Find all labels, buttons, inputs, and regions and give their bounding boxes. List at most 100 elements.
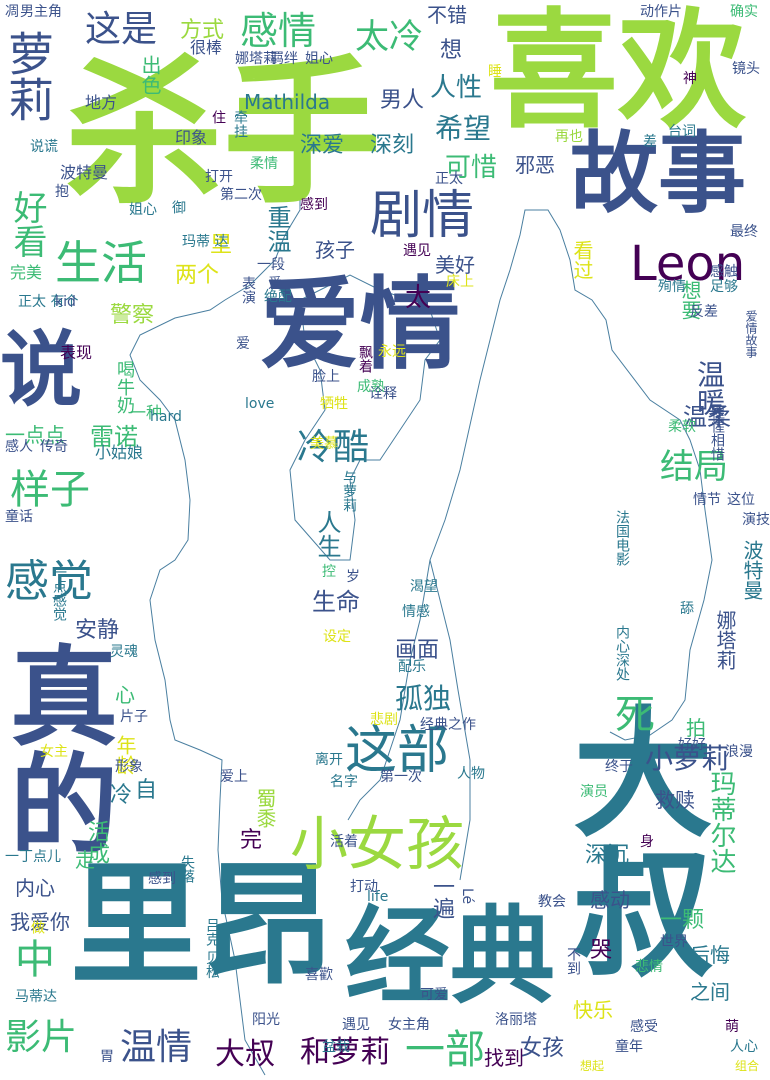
cloud-word: 太: [405, 283, 432, 313]
cloud-word: 男主角: [20, 4, 62, 20]
cloud-word: 感觉: [5, 556, 93, 607]
cloud-word: 娜塔莉: [713, 610, 737, 670]
cloud-word: 经典: [345, 896, 556, 1018]
cloud-word: 永远: [378, 344, 406, 360]
cloud-word: 完: [240, 828, 263, 853]
cloud-word: 女孩: [520, 1036, 565, 1061]
cloud-word: 一部: [405, 1027, 485, 1073]
cloud-word: 羁绊: [270, 51, 298, 67]
cloud-word: 控: [322, 564, 336, 580]
cloud-word: 洛丽塔: [495, 1012, 537, 1028]
cloud-word: 第一次: [380, 769, 422, 785]
cloud-word: 里: [210, 233, 233, 258]
cloud-word: 感受: [630, 1019, 658, 1035]
cloud-word: 世界: [660, 934, 688, 950]
cloud-word: 走: [75, 848, 95, 872]
cloud-word: 渴望: [410, 579, 438, 595]
cloud-word: 画面: [395, 638, 440, 663]
cloud-word: 爱上: [220, 769, 248, 785]
cloud-word: 一丁点儿: [5, 849, 61, 865]
cloud-word: 爱: [268, 276, 282, 292]
cloud-word: 地方: [85, 93, 118, 112]
cloud-word: 反差: [690, 304, 718, 320]
cloud-word: 说谎: [30, 139, 58, 155]
cloud-word: 情感: [402, 604, 430, 620]
cloud-word: 萝莉: [1, 30, 55, 122]
cloud-word: 牺牲: [320, 396, 348, 412]
cloud-word: 一段: [257, 257, 285, 273]
cloud-word: 很棒: [190, 38, 223, 57]
cloud-word: Leon: [630, 236, 746, 292]
cloud-word: 心: [115, 683, 135, 707]
cloud-word: 一点感觉: [51, 565, 67, 621]
cloud-word: 离开: [315, 752, 343, 768]
cloud-word: 小女孩: [290, 810, 465, 878]
cloud-word: 身: [640, 834, 654, 850]
cloud-word: 设定: [323, 629, 351, 645]
cloud-word: 遇见: [403, 243, 431, 259]
cloud-word: 娜塔莉: [235, 51, 277, 67]
cloud-word: 说: [0, 323, 83, 418]
cloud-word: 最终: [730, 224, 758, 240]
cloud-word: 故事: [570, 122, 747, 225]
cloud-word: 感人: [5, 439, 33, 455]
cloud-word: 可惜: [445, 153, 498, 183]
cloud-word: 希望: [435, 112, 492, 145]
cloud-word: 不错: [427, 3, 467, 27]
cloud-word: 姐心: [129, 202, 157, 218]
cloud-word: 好看: [7, 190, 47, 258]
cloud-word: 生命: [312, 588, 360, 616]
cloud-word: 第二次: [220, 187, 262, 203]
cloud-word: 配乐: [398, 659, 426, 675]
cloud-word: 玛蒂尔达: [706, 770, 736, 874]
cloud-word: 人心: [730, 1039, 758, 1055]
cloud-word: 这位: [727, 492, 755, 508]
cloud-word: 法国电影: [614, 510, 630, 566]
cloud-word: 印象: [175, 128, 208, 147]
cloud-word: 冷: [110, 783, 133, 808]
cloud-word: 做: [29, 920, 45, 934]
cloud-word: 人性: [430, 73, 483, 103]
cloud-word: 人物: [457, 766, 485, 782]
cloud-word: 情节: [693, 492, 721, 508]
cloud-word: 与萝莉: [341, 470, 357, 512]
cloud-word: Lé: [459, 888, 475, 905]
cloud-word: 喜歡: [305, 967, 333, 983]
cloud-word: 表演: [240, 276, 256, 304]
cloud-word: 片子: [120, 709, 148, 725]
cloud-word: 凋: [5, 4, 19, 20]
cloud-word: 活成: [84, 820, 109, 864]
cloud-word: 人生: [313, 510, 341, 558]
cloud-word: 教会: [538, 894, 566, 910]
cloud-word: 柔情: [250, 156, 278, 172]
cloud-word: 童年: [615, 1039, 643, 1055]
cloud-word: 真的: [0, 640, 117, 856]
cloud-word: 中: [15, 937, 55, 983]
cloud-word: 一点点: [5, 423, 65, 447]
silhouette-figure: [129, 160, 713, 1076]
cloud-word: 感情: [240, 9, 317, 53]
cloud-word: 温暖: [693, 360, 726, 416]
cloud-word: hard: [150, 409, 182, 425]
cloud-word: 飘着: [357, 345, 373, 373]
cloud-word: 我爱你: [10, 910, 70, 934]
cloud-word: 不到: [565, 947, 581, 975]
cloud-word: 柔软: [668, 419, 696, 435]
cloud-word: 剧情: [370, 186, 475, 246]
cloud-word: 喜欢: [490, 0, 747, 146]
cloud-word: 哭: [590, 938, 613, 963]
cloud-word: 活着: [330, 834, 358, 850]
cloud-word: 男人: [380, 88, 425, 113]
cloud-word: 住: [210, 110, 226, 124]
cloud-word: 女主角: [388, 1017, 430, 1033]
cloud-word: 波特曼: [60, 163, 109, 182]
cloud-word: 诠释: [369, 386, 397, 402]
cloud-word: 雷诺: [90, 423, 138, 451]
cloud-word: 美好: [435, 253, 475, 277]
cloud-word: 喝牛奶: [114, 360, 135, 414]
cloud-word: 胃: [100, 1049, 114, 1065]
cloud-word: 这部: [345, 721, 450, 781]
cloud-word: 警察: [110, 303, 155, 328]
cloud-word: 深刻: [370, 133, 415, 158]
